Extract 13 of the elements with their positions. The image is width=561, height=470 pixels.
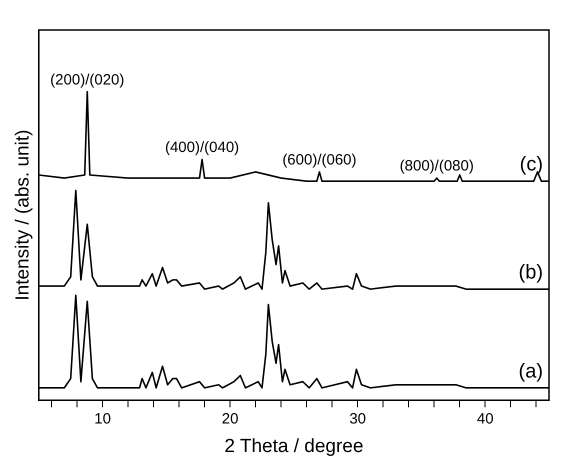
- x-tick-label: 10: [94, 410, 111, 428]
- annotation: (800)/(080): [400, 158, 474, 175]
- y-axis-title: Intensity / (abs. unit): [12, 130, 34, 301]
- x-tick-label: 30: [349, 410, 366, 428]
- annotation: (400)/(040): [164, 139, 240, 156]
- x-tick-label: 20: [222, 410, 238, 428]
- series-label: (c): [520, 154, 543, 176]
- x-axis-title: 2 Theta / degree: [224, 436, 364, 457]
- annotation: (200)/(020): [50, 71, 124, 88]
- annotation: (600)/(060): [282, 152, 357, 169]
- series-label: (b): [518, 262, 543, 284]
- series-label: (a): [518, 360, 543, 382]
- x-tick-label: 40: [476, 410, 494, 428]
